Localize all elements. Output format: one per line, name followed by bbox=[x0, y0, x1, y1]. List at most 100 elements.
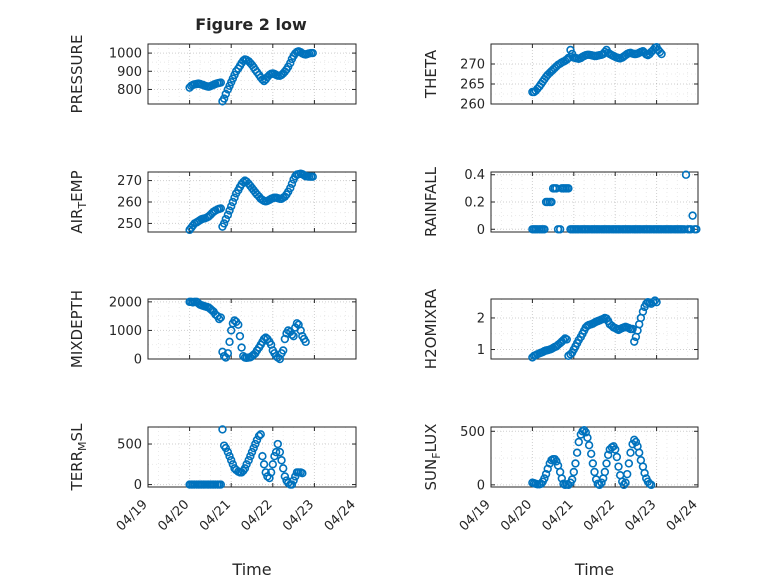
data-point bbox=[635, 448, 644, 457]
data-point bbox=[586, 449, 596, 458]
data-point bbox=[597, 478, 606, 487]
data-point bbox=[268, 460, 277, 469]
data-point bbox=[287, 179, 297, 188]
data-point bbox=[216, 78, 226, 87]
data-point bbox=[540, 474, 549, 483]
data-point bbox=[219, 94, 229, 103]
data-point bbox=[595, 480, 604, 490]
x-tick-label: 04/24 bbox=[322, 497, 359, 534]
data-point bbox=[540, 225, 549, 234]
data-point bbox=[571, 459, 580, 468]
data-point bbox=[235, 331, 245, 341]
y-tick-label: 1 bbox=[477, 343, 485, 358]
data-point bbox=[583, 433, 592, 442]
data-point bbox=[652, 297, 661, 307]
data-point bbox=[251, 439, 260, 449]
data-point bbox=[247, 447, 257, 457]
y-axis-label: SUNFLUX bbox=[422, 424, 443, 491]
panel-terr-msl: 0 500 TERRMSL 04/19 04/20 04/21 04/22 04/23 04/2… bbox=[68, 423, 359, 579]
data-point bbox=[631, 437, 641, 447]
data-point bbox=[572, 448, 582, 457]
data-point bbox=[237, 343, 246, 352]
data-point bbox=[581, 428, 591, 437]
data-point bbox=[289, 476, 298, 485]
data-point bbox=[261, 468, 270, 477]
data-point bbox=[301, 337, 310, 347]
data-point bbox=[259, 460, 269, 469]
data-point bbox=[273, 439, 282, 449]
data-point bbox=[628, 324, 637, 334]
data-point bbox=[559, 335, 568, 345]
data-point bbox=[564, 480, 573, 490]
data-point bbox=[223, 349, 233, 358]
data-point bbox=[228, 197, 238, 207]
y-tick-label: 265 bbox=[460, 78, 485, 93]
y-tick-label: 1000 bbox=[109, 47, 142, 62]
data-point bbox=[640, 468, 649, 478]
data-point bbox=[292, 319, 302, 328]
y-axis-label: RAINFALL bbox=[422, 166, 440, 237]
data-point bbox=[681, 170, 691, 179]
data-point bbox=[308, 172, 317, 181]
x-tick-label: 04/20 bbox=[155, 497, 192, 534]
y-tick-label: 250 bbox=[117, 217, 142, 232]
axes-box bbox=[147, 298, 357, 360]
x-tick-label: 04/23 bbox=[280, 497, 317, 534]
data-point bbox=[230, 193, 239, 202]
data-point bbox=[555, 225, 565, 234]
data-point bbox=[266, 468, 276, 477]
data-point bbox=[270, 451, 279, 461]
data-point bbox=[626, 448, 635, 457]
data-point bbox=[686, 225, 696, 234]
y-tick-label: 260 bbox=[460, 98, 485, 113]
panel-theta: 260 265 270 THETA bbox=[422, 42, 699, 113]
data-point bbox=[240, 464, 250, 473]
data-point bbox=[227, 202, 236, 211]
panel-pressure: 800 900 1000 PRESSURE bbox=[68, 35, 357, 113]
data-point bbox=[650, 296, 660, 305]
data-point bbox=[600, 467, 610, 477]
x-tick-label: 04/19 bbox=[114, 497, 151, 534]
data-point bbox=[252, 435, 262, 445]
x-tick-label: 04/22 bbox=[239, 497, 276, 534]
data-point bbox=[610, 445, 620, 454]
data-point bbox=[223, 210, 233, 220]
data-point bbox=[649, 297, 658, 307]
data-point bbox=[227, 456, 236, 465]
data-point bbox=[218, 425, 227, 434]
panel-mixdepth: 0 1000 2000 MIXDEPTH bbox=[68, 290, 357, 368]
x-tick-label: 04/20 bbox=[498, 497, 535, 534]
data-point bbox=[225, 206, 234, 215]
data-point bbox=[600, 47, 610, 57]
axes-box bbox=[147, 43, 357, 105]
data-point bbox=[242, 460, 251, 469]
x-tick-label: 04/19 bbox=[457, 497, 494, 534]
data-point bbox=[602, 459, 611, 468]
y-tick-label: 270 bbox=[117, 174, 142, 189]
data-point bbox=[254, 431, 264, 441]
data-point bbox=[219, 219, 229, 228]
data-point bbox=[258, 451, 267, 461]
data-point bbox=[588, 459, 598, 468]
data-point bbox=[286, 183, 295, 193]
panel-rainfall: 0 0.2 0.4 RAINFALL bbox=[422, 166, 701, 238]
data-point bbox=[256, 430, 265, 439]
y-tick-label: 500 bbox=[460, 425, 485, 440]
panel-h2omixra: 1 2 H2OMIXRA bbox=[422, 288, 699, 369]
data-point bbox=[221, 214, 230, 224]
y-tick-label: 800 bbox=[117, 83, 142, 98]
data-point bbox=[688, 211, 697, 220]
y-tick-label: 900 bbox=[117, 65, 142, 80]
data-point bbox=[239, 56, 248, 65]
data-point bbox=[624, 459, 634, 468]
data-point bbox=[657, 49, 666, 59]
data-point bbox=[574, 437, 583, 447]
data-point bbox=[623, 469, 632, 479]
data-point bbox=[557, 474, 566, 483]
data-point bbox=[216, 480, 226, 489]
data-point bbox=[289, 331, 298, 341]
data-point bbox=[562, 335, 571, 344]
panel-air-temp: 250 260 270 AIRTEMP bbox=[68, 169, 357, 235]
data-point bbox=[221, 89, 230, 99]
data-point bbox=[279, 464, 288, 473]
